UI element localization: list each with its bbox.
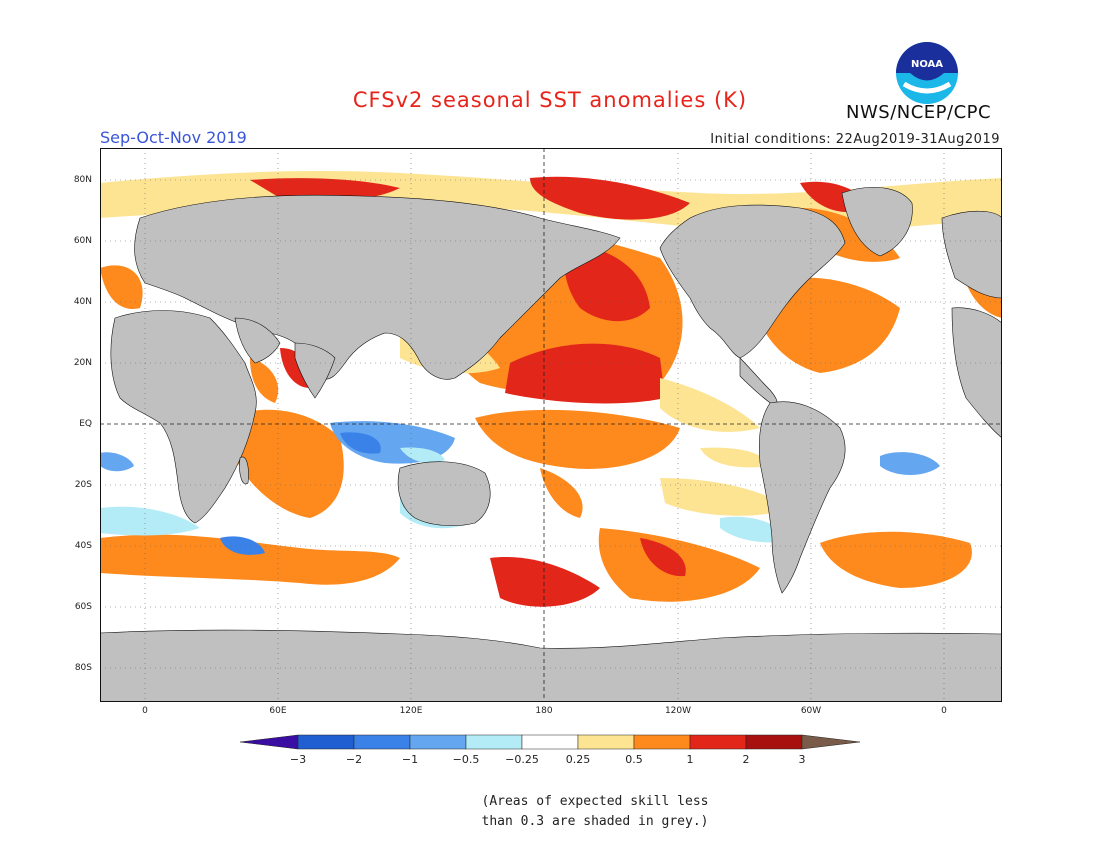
lat-label: 80N [73,175,92,185]
colorbar-tick-label: 0.25 [566,753,591,766]
lat-label: 40N [73,297,92,307]
colorbar-tick-label: 0.5 [625,753,643,766]
lat-label: EQ [79,419,92,429]
colorbar-swatch [689,734,747,750]
lon-label: 0 [142,706,148,716]
initial-conditions-label: Initial conditions: 22Aug2019-31Aug2019 [710,132,1000,147]
noaa-logo: NOAA [896,42,958,104]
skill-footnote: (Areas of expected skill less than 0.3 a… [481,794,709,829]
colorbar-tick-label: −3 [290,753,306,766]
lat-label: 20S [74,480,92,490]
colorbar-swatch [801,734,861,750]
lon-label: 180 [535,706,553,716]
colorbar-swatch [745,734,803,750]
colorbar: −3 −2 −1 −0.5 −0.25 0.25 0.5 1 2 3 [240,734,861,766]
lon-label: 120W [664,706,692,716]
colorbar-swatch [409,734,467,750]
sst-anomaly-map [100,148,1002,702]
lon-label: 60E [269,706,287,716]
colorbar-swatches [240,734,861,750]
lon-label: 0 [941,706,947,716]
colorbar-tick-label: −1 [402,753,418,766]
lat-label: 80S [74,663,92,673]
season-label: Sep-Oct-Nov 2019 [100,128,247,147]
map-title: CFSv2 seasonal SST anomalies (K) [352,88,748,112]
lat-label: 40S [74,541,92,551]
colorbar-tick-label: 2 [743,753,750,766]
colorbar-tick-label: −2 [346,753,362,766]
colorbar-swatch [297,734,355,750]
colorbar-swatch [353,734,411,750]
colorbar-tick-label: 1 [687,753,694,766]
agency-label: NWS/NCEP/CPC [846,102,992,123]
colorbar-ticks: −3 −2 −1 −0.5 −0.25 0.25 0.5 1 2 3 [290,753,806,766]
colorbar-swatch [240,734,299,750]
colorbar-swatch [521,734,579,750]
lon-label: 60W [800,706,822,716]
colorbar-tick-label: −0.25 [505,753,539,766]
lat-label: 60S [74,602,92,612]
colorbar-tick-label: −0.5 [453,753,480,766]
lat-label: 20N [73,358,92,368]
colorbar-tick-label: 3 [799,753,806,766]
equator-dateline [100,148,1002,702]
graticule [100,148,1002,702]
colorbar-swatch [633,734,691,750]
colorbar-swatch [577,734,635,750]
map-frame [100,148,1002,702]
logo-text: NOAA [911,59,943,70]
colorbar-swatch [465,734,523,750]
lon-label: 120E [399,706,423,716]
lat-label: 60N [73,236,92,246]
